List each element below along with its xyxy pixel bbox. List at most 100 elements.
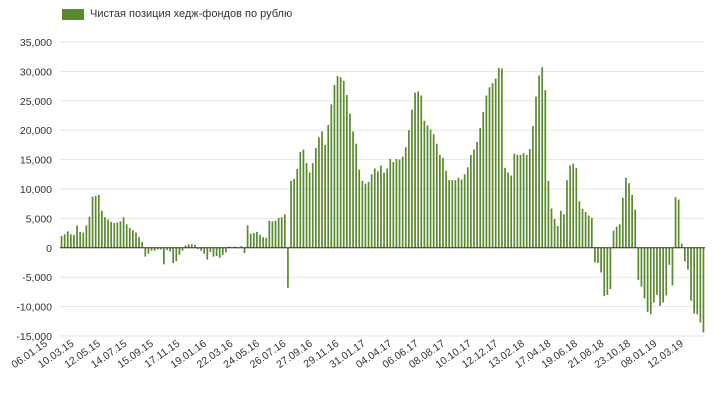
bar [677, 199, 680, 248]
bar [656, 247, 658, 295]
bar [600, 247, 602, 273]
bar [662, 247, 664, 303]
bar [249, 233, 252, 248]
bar [417, 91, 420, 248]
bar [494, 78, 497, 248]
bar [187, 244, 190, 248]
bar [497, 67, 500, 248]
bar [420, 95, 423, 248]
bar [240, 246, 243, 248]
y-tick-label: 25,000 [20, 96, 52, 108]
bar [259, 234, 261, 248]
bar [522, 153, 525, 248]
bar [234, 246, 237, 248]
bar [274, 220, 277, 248]
bar [634, 209, 637, 248]
bar [485, 95, 488, 248]
bar [665, 247, 668, 296]
bar [476, 141, 478, 248]
bar [377, 171, 379, 248]
bar [395, 159, 398, 248]
bar [138, 237, 140, 248]
bar [618, 224, 621, 248]
bar [590, 217, 593, 248]
bar [141, 241, 144, 248]
bar [246, 225, 249, 248]
bar [147, 247, 150, 254]
bar [457, 177, 460, 248]
bar [212, 247, 215, 257]
bar [283, 214, 286, 248]
bar [172, 247, 175, 264]
bar [308, 172, 311, 248]
legend-swatch [62, 8, 84, 20]
y-tick-label: -15,000 [16, 331, 52, 343]
bar [510, 175, 513, 248]
bar [97, 194, 100, 248]
bar [228, 246, 230, 248]
bar [538, 75, 540, 248]
y-tick-label: 35,000 [20, 37, 52, 49]
legend: Чистая позиция хедж-фондов по рублю [62, 8, 292, 20]
bar [460, 179, 463, 248]
bar [159, 247, 162, 250]
bar [355, 143, 357, 248]
y-tick-label: 30,000 [20, 66, 52, 78]
bar [683, 247, 686, 262]
bar [280, 217, 283, 248]
y-tick-label: -10,000 [16, 302, 52, 314]
bar [401, 156, 404, 248]
bar [628, 183, 630, 248]
bar [463, 174, 466, 248]
bar [563, 214, 565, 248]
bar [110, 221, 113, 248]
bar [442, 157, 444, 248]
bar [383, 172, 385, 248]
bar [454, 180, 457, 248]
y-tick-label: 20,000 [20, 125, 52, 137]
bar [411, 109, 413, 248]
bar [659, 247, 661, 307]
bar [206, 247, 209, 260]
bar [513, 153, 516, 248]
bar [398, 159, 401, 248]
bar [324, 144, 326, 248]
bar [215, 247, 218, 257]
bar [287, 247, 289, 288]
bar [349, 113, 351, 248]
bar [94, 196, 97, 248]
bar [290, 180, 292, 248]
bar [200, 247, 202, 251]
bar [339, 77, 342, 248]
bar [156, 247, 159, 250]
y-axis-ticks: 35,000 30,000 25,000 20,000 15,000 10,000 5,00… [16, 37, 52, 343]
bar [435, 143, 438, 248]
bar [556, 226, 559, 248]
bar [559, 210, 562, 248]
bar [668, 247, 671, 265]
bar [135, 232, 137, 248]
bar [404, 147, 407, 248]
bar [451, 180, 454, 248]
bar [578, 201, 581, 248]
bar [687, 247, 689, 270]
bar [473, 149, 475, 248]
bar [76, 225, 78, 248]
bar [544, 90, 547, 248]
bar [184, 245, 187, 248]
bar [125, 224, 128, 248]
bar [175, 247, 178, 262]
bar [265, 237, 268, 248]
bar [314, 147, 317, 248]
bar [128, 227, 131, 248]
bar [566, 180, 568, 248]
bar [504, 167, 506, 248]
bar [646, 247, 649, 312]
bar [541, 67, 544, 248]
bar [699, 247, 702, 323]
bar [525, 154, 528, 248]
bar [352, 131, 354, 248]
bar [277, 217, 280, 248]
bar [197, 247, 199, 249]
bar [594, 247, 596, 263]
